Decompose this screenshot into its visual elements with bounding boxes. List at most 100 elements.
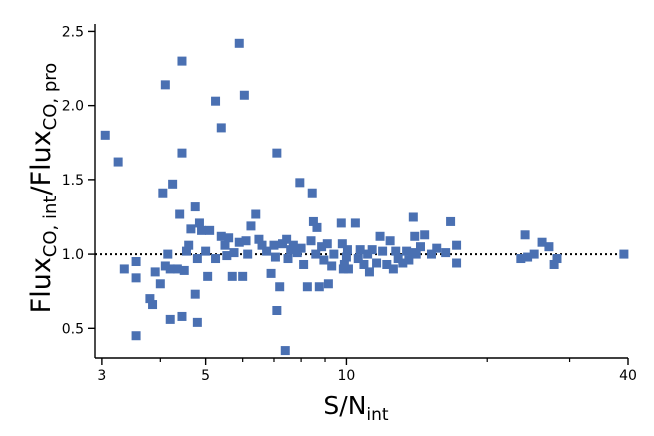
data-point [211, 254, 221, 264]
data-point [254, 234, 264, 244]
y-tick-label: 1.0 [62, 247, 84, 263]
data-point [319, 255, 329, 265]
data-point [272, 306, 282, 315]
data-point [179, 265, 189, 275]
data-point [158, 188, 168, 198]
y-tick-label: 2.5 [62, 24, 84, 40]
data-point [270, 252, 280, 262]
axes [94, 24, 628, 359]
data-point [322, 239, 332, 249]
data-point [342, 245, 352, 255]
data-point [549, 259, 559, 269]
data-point [186, 224, 196, 234]
data-point [355, 245, 365, 255]
data-point [251, 209, 261, 219]
data-point [426, 249, 436, 259]
data-point [308, 216, 318, 226]
data-point [520, 230, 530, 240]
data-point [160, 80, 170, 90]
data-point [113, 157, 123, 167]
data-point [312, 222, 322, 232]
data-point [241, 236, 251, 246]
data-point [415, 242, 425, 252]
data-point [280, 346, 290, 356]
data-point [353, 254, 363, 264]
data-point [516, 254, 526, 264]
data-point [165, 264, 175, 274]
data-point [272, 148, 282, 158]
data-point [190, 202, 200, 212]
x-tick-label: 3 [97, 368, 106, 384]
y-axis-label-sub2: CO, pro [40, 63, 61, 131]
data-point [257, 240, 267, 250]
data-point [172, 264, 182, 274]
data-point [283, 254, 293, 264]
data-point [314, 282, 324, 292]
data-point [523, 252, 533, 262]
data-point [410, 231, 420, 241]
data-point [275, 282, 285, 292]
data-point [224, 233, 234, 243]
data-point [175, 209, 185, 219]
data-point [619, 249, 629, 259]
data-point [155, 279, 165, 289]
data-point [150, 267, 160, 277]
data-point [452, 258, 462, 268]
data-point [402, 246, 412, 256]
data-point [220, 240, 230, 250]
data-point [311, 249, 321, 259]
data-point [177, 311, 187, 321]
data-point [378, 246, 388, 256]
data-point [364, 267, 374, 277]
ticks: 0.5 1.0 1.5 2.0 2.5 3 5 10 40 [62, 24, 637, 384]
data-point [323, 279, 333, 289]
data-point [227, 271, 237, 281]
data-point [385, 236, 395, 246]
data-point [432, 243, 442, 253]
y-tick-label: 0.5 [62, 321, 84, 337]
x-tick-label: 5 [201, 368, 210, 384]
data-point [184, 240, 194, 250]
data-point [211, 96, 221, 106]
data-point [262, 246, 272, 256]
data-point [100, 130, 110, 140]
data-point [148, 300, 158, 310]
data-point [131, 331, 141, 341]
data-point [446, 216, 456, 226]
data-point [234, 237, 244, 247]
data-point [131, 273, 141, 283]
data-point [282, 234, 292, 244]
data-point [131, 257, 141, 267]
data-point [367, 245, 377, 255]
data-point [295, 178, 305, 188]
data-point [216, 231, 226, 241]
data-point [388, 264, 398, 274]
data-point [398, 258, 408, 268]
data-point [544, 242, 554, 252]
data-point [190, 289, 200, 299]
data-point [238, 271, 248, 281]
data-point [452, 240, 462, 250]
data-point [302, 282, 312, 292]
plot-area [95, 38, 629, 356]
data-point [307, 188, 317, 198]
data-point [296, 243, 306, 253]
data-point [163, 249, 173, 259]
data-point [165, 314, 175, 324]
x-axis-label: S/Nint [323, 391, 388, 425]
data-point [336, 218, 346, 228]
data-point [168, 179, 178, 189]
x-tick-label: 10 [338, 368, 356, 384]
data-point [205, 225, 215, 235]
data-point [177, 56, 187, 66]
data-point [243, 249, 253, 259]
data-point [420, 230, 430, 240]
data-point [329, 249, 339, 259]
data-point [269, 240, 279, 250]
data-point [359, 259, 369, 269]
data-point [222, 251, 232, 261]
y-tick-label: 2.0 [62, 99, 84, 115]
y-tick-label: 1.5 [62, 173, 84, 189]
data-point [197, 225, 207, 235]
y-axis-label-part1: Flux [26, 257, 57, 313]
